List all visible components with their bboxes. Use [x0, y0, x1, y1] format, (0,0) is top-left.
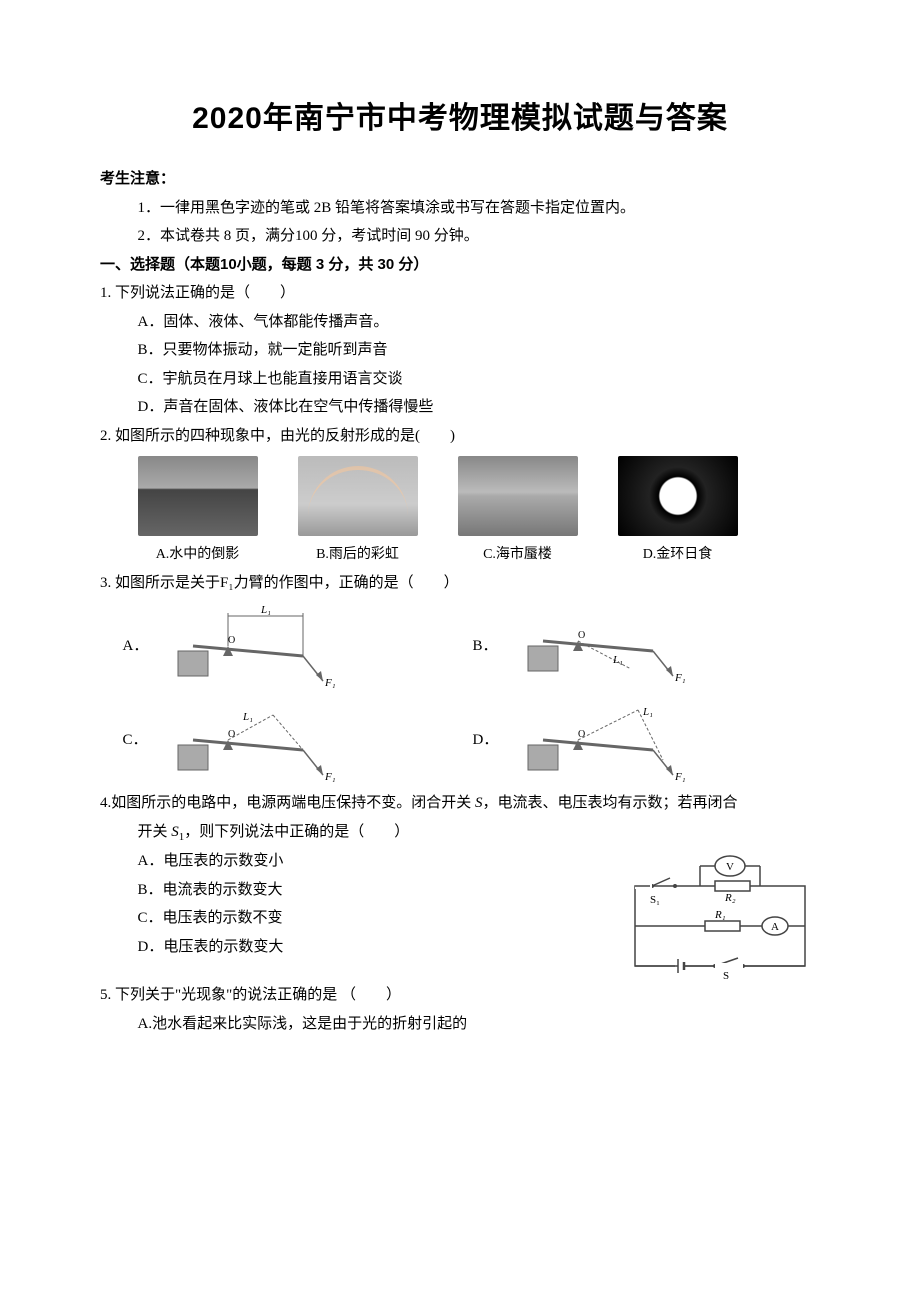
- q2-caption-d: D.金环日食: [618, 542, 738, 569]
- svg-text:L₁: L₁: [642, 706, 653, 718]
- svg-text:O: O: [228, 635, 235, 646]
- q1-opt-c: C．宇航员在月球上也能直接用语言交谈: [100, 365, 820, 394]
- q4-opt-b: B．电流表的示数变大: [100, 876, 590, 905]
- q1-stem: 1. 下列说法正确的是（ ）: [100, 279, 820, 308]
- q4-stem-line2: 开关 S1，则下列说法中正确的是（ ）: [100, 818, 820, 848]
- voltmeter-label: V: [726, 861, 734, 873]
- lever-diagram-c: O F₁ L₁: [173, 695, 353, 785]
- q4-s1-pre: S: [171, 824, 179, 840]
- section-1-heading: 一、选择题（本题10小题，每题 3 分，共 30 分）: [100, 251, 820, 280]
- lever-diagram-a: O F₁ L₁: [173, 601, 353, 691]
- q2-stem: 2. 如图所示的四种现象中，由光的反射形成的是( ): [100, 422, 820, 451]
- q3-label-c: C．: [123, 726, 143, 755]
- circuit-diagram: V S₁ R₂ R₁ A S: [620, 851, 820, 981]
- r2-label: R₂: [724, 892, 736, 904]
- q3-label-d: D．: [473, 726, 493, 755]
- q1-opt-d: D．声音在固体、液体比在空气中传播得慢些: [100, 393, 820, 422]
- q2-caption-row: A.水中的倒影 B.雨后的彩虹 C.海市蜃楼 D.金环日食: [100, 542, 820, 569]
- switch-s-label: S: [723, 970, 729, 981]
- svg-text:F₁: F₁: [324, 677, 336, 689]
- q4-opt-a: A．电压表的示数变小: [100, 847, 590, 876]
- svg-text:F₁: F₁: [674, 672, 686, 684]
- q2-caption-a: A.水中的倒影: [138, 542, 258, 569]
- svg-text:L₁: L₁: [612, 654, 623, 666]
- lever-diagram-d: O F₁ L₁: [523, 695, 703, 785]
- reflection-image: [138, 456, 258, 536]
- q3-row-ab: A． O F₁ L₁ B． O F₁ L₁: [100, 601, 820, 691]
- mirage-image: [458, 456, 578, 536]
- page-title: 2020年南宁市中考物理模拟试题与答案: [100, 90, 820, 147]
- q5-opt-a: A.池水看起来比实际浅，这是由于光的折射引起的: [100, 1010, 820, 1039]
- svg-text:L₁: L₁: [260, 604, 271, 616]
- svg-text:L₁: L₁: [242, 711, 253, 723]
- q4-stem: 4.如图所示的电路中，电源两端电压保持不变。闭合开关 S，电流表、电压表均有示数…: [100, 789, 820, 818]
- q4-stem-indent: 开关: [138, 824, 172, 840]
- q5-stem: 5. 下列关于"光现象"的说法正确的是 （ ）: [100, 981, 820, 1010]
- q4-opt-d: D．电压表的示数变大: [100, 933, 590, 962]
- q4-stem-suffix: ，则下列说法中正确的是（ ）: [184, 824, 409, 840]
- notice-line-2: 2．本试卷共 8 页，满分100 分，考试时间 90 分钟。: [100, 222, 820, 251]
- q4-layout: A．电压表的示数变小 B．电流表的示数变大 C．电压表的示数不变 D．电压表的示…: [100, 847, 820, 981]
- rainbow-image: [298, 456, 418, 536]
- q1-opt-b: B．只要物体振动，就一定能听到声音: [100, 336, 820, 365]
- svg-text:F₁: F₁: [674, 771, 686, 783]
- notice-heading: 考生注意：: [100, 165, 820, 194]
- q4-stem-mid: ，电流表、电压表均有示数；若再闭合: [483, 795, 738, 811]
- q1-opt-a: A．固体、液体、气体都能传播声音。: [100, 308, 820, 337]
- q3-label-b: B．: [473, 632, 493, 661]
- q2-caption-b: B.雨后的彩虹: [298, 542, 418, 569]
- q3-row-cd: C． O F₁ L₁ D． O F₁ L₁: [100, 695, 820, 785]
- notice-line-1: 1．一律用黑色字迹的笔或 2B 铅笔将答案填涂或书写在答题卡指定位置内。: [100, 194, 820, 223]
- eclipse-image: [618, 456, 738, 536]
- svg-text:O: O: [578, 729, 585, 740]
- switch-s1-label: S₁: [650, 894, 660, 906]
- q2-image-row: [100, 456, 820, 536]
- svg-text:O: O: [228, 729, 235, 740]
- q4-switch-s: S: [475, 795, 483, 811]
- svg-text:F₁: F₁: [324, 771, 336, 783]
- r1-label: R₁: [714, 909, 726, 921]
- q4-opt-c: C．电压表的示数不变: [100, 904, 590, 933]
- q4-stem-prefix: 4.如图所示的电路中，电源两端电压保持不变。闭合开关: [100, 795, 475, 811]
- q2-caption-c: C.海市蜃楼: [458, 542, 578, 569]
- svg-text:O: O: [578, 630, 585, 641]
- lever-diagram-b: O F₁ L₁: [523, 601, 703, 691]
- q3-label-a: A．: [123, 632, 143, 661]
- q3-stem: 3. 如图所示是关于F₁力臂的作图中，正确的是（ ）: [100, 569, 820, 598]
- ammeter-label: A: [771, 921, 779, 933]
